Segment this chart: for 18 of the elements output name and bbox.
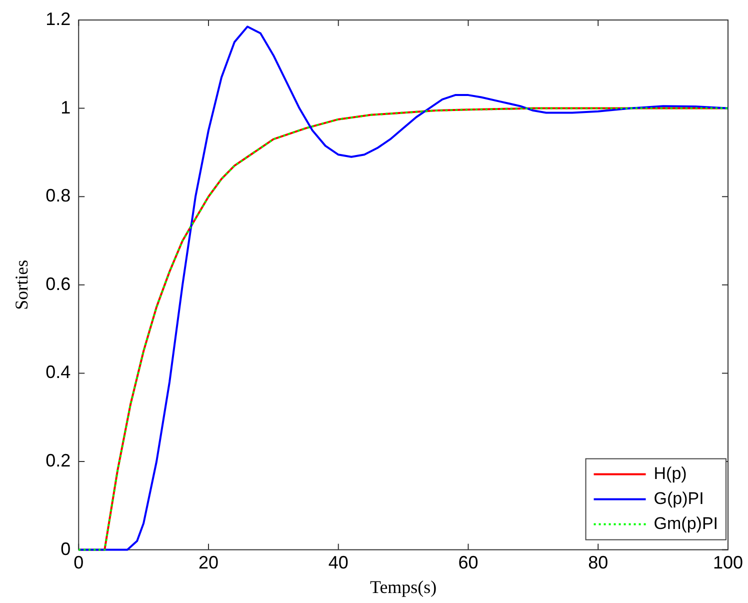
y-tick-label: 0.6 [46,274,71,294]
legend-label: H(p) [654,464,687,483]
y-tick-label: 1.2 [46,8,71,29]
legend-label: G(p)PI [654,488,704,508]
x-tick-label: 40 [328,552,348,573]
y-tick-label: 0.2 [46,450,71,470]
y-tick-label: 1 [60,97,71,118]
legend-label: Gm(p)PI [654,514,718,533]
y-tick-label: 0.4 [46,362,71,382]
x-tick-label: 80 [588,552,608,573]
x-tick-label: 20 [198,552,219,573]
x-axis-title: Temps(s) [370,576,437,597]
y-axis-title: Sorties [12,260,32,310]
y-tick-label: 0.8 [46,186,71,206]
x-tick-label: 100 [712,552,744,573]
x-tick-label: 0 [74,552,84,573]
x-tick-label: 60 [458,552,478,573]
y-tick-label: 0 [60,538,71,559]
